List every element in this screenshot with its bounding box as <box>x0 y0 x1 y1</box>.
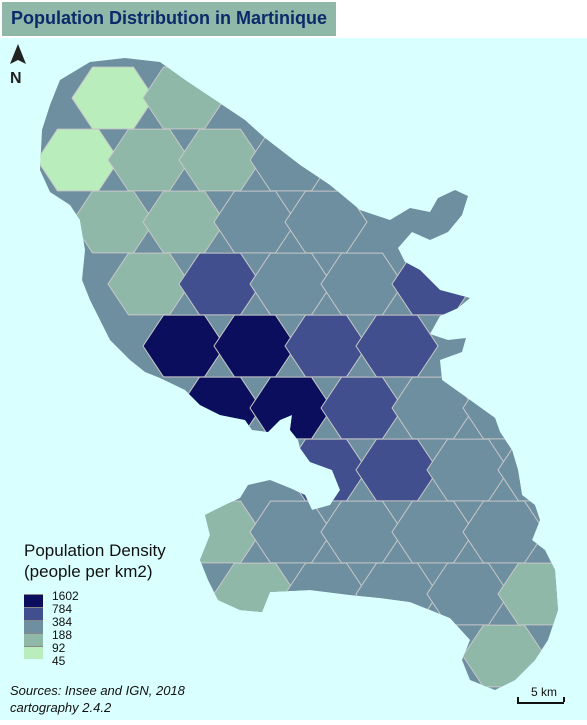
legend-value: 45 <box>52 654 66 668</box>
legend-title-line2: (people per km2) <box>24 562 153 581</box>
density-hexagon <box>497 562 558 626</box>
legend-value: 188 <box>52 628 73 642</box>
legend-row: 384 <box>24 615 166 633</box>
scale-tick <box>517 697 519 702</box>
legend-row: 1602 <box>24 589 166 607</box>
legend-swatch <box>24 646 43 659</box>
legend-row: 92 <box>24 641 166 659</box>
cartography-line: cartography 2.4.2 <box>10 700 112 715</box>
scale-label: 5 km <box>531 685 558 699</box>
legend-row: 784 <box>24 602 166 620</box>
north-label: N <box>10 70 22 87</box>
scale-bar: 5 km <box>515 685 565 705</box>
legend-swatch <box>24 620 43 633</box>
legend-value: 1602 <box>52 589 79 603</box>
sources-note: Sources: Insee and IGN, 2018 cartography… <box>10 682 185 716</box>
density-hexagons <box>40 66 558 688</box>
legend-row: 188 <box>24 628 166 646</box>
north-arrow: N <box>8 44 28 90</box>
sources-line: Sources: Insee and IGN, 2018 <box>10 683 185 698</box>
legend-title-line1: Population Density <box>24 541 166 560</box>
legend-value: 92 <box>52 641 66 655</box>
legend: Population Density (people per km2) 1602… <box>24 540 166 672</box>
map-title: Population Distribution in Martinique <box>2 2 336 36</box>
scale-line <box>517 702 564 704</box>
legend-row: 45 <box>24 654 166 672</box>
scale-tick <box>563 697 565 702</box>
legend-value: 384 <box>52 615 73 629</box>
legend-swatch <box>24 607 43 620</box>
legend-swatch <box>24 594 43 607</box>
legend-swatch <box>24 633 43 646</box>
legend-value: 784 <box>52 602 73 616</box>
north-arrow-icon <box>10 44 26 64</box>
legend-rows: 1602 784 384 188 92 45 <box>24 589 166 672</box>
